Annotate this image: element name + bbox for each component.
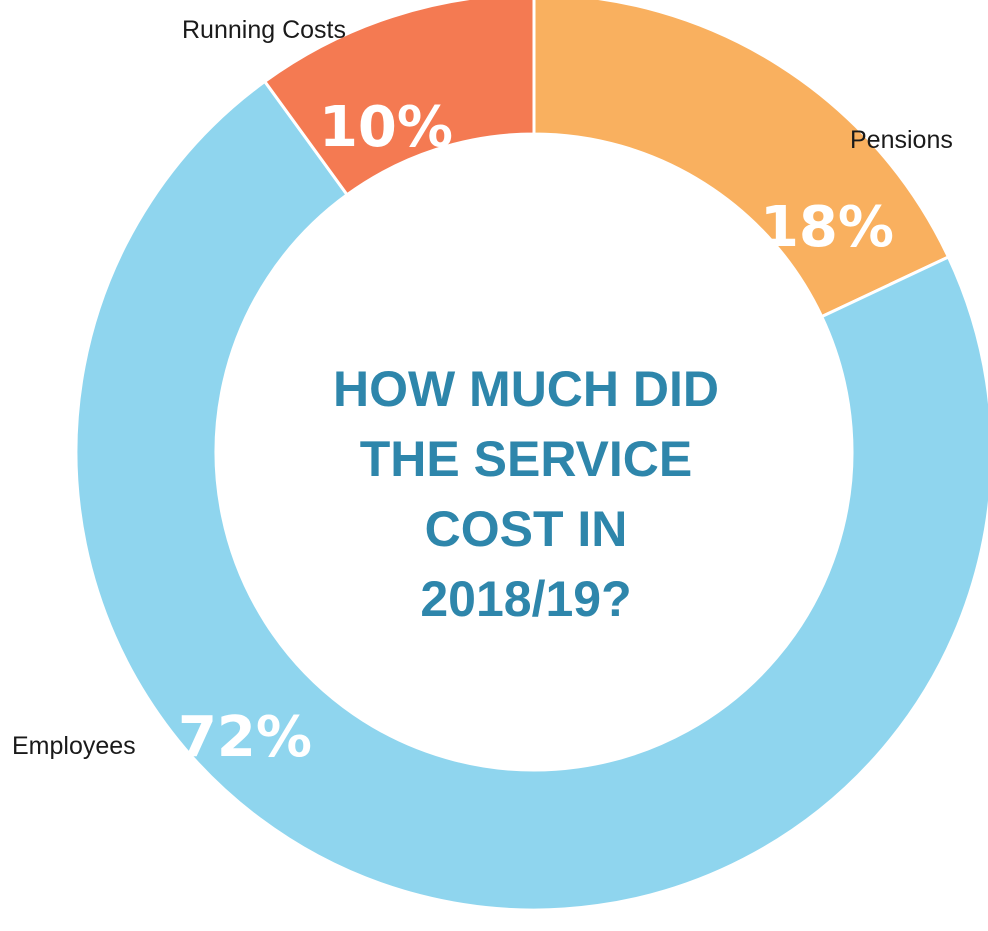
slice-name-running-costs: Running Costs <box>182 16 346 44</box>
slice-value-running-costs: 10% <box>319 95 453 160</box>
center-title-line-2: THE SERVICE <box>360 431 693 487</box>
slice-employees <box>74 79 988 912</box>
slice-value-employees: 72% <box>178 705 312 770</box>
center-title-line-3: COST IN <box>425 501 628 557</box>
center-title-line-1: HOW MUCH DID <box>333 361 719 417</box>
slice-running-costs <box>262 0 536 197</box>
donut-labels: Pensions Employees Running Costs 18% 72%… <box>12 16 953 770</box>
slice-pensions <box>532 0 951 319</box>
slice-value-pensions: 18% <box>760 195 894 260</box>
center-title-line-4: 2018/19? <box>420 571 631 627</box>
slice-name-employees: Employees <box>12 732 136 760</box>
slice-name-pensions: Pensions <box>850 126 953 154</box>
donut-slices <box>74 0 988 912</box>
center-title: HOW MUCH DID THE SERVICE COST IN 2018/19… <box>333 361 719 627</box>
